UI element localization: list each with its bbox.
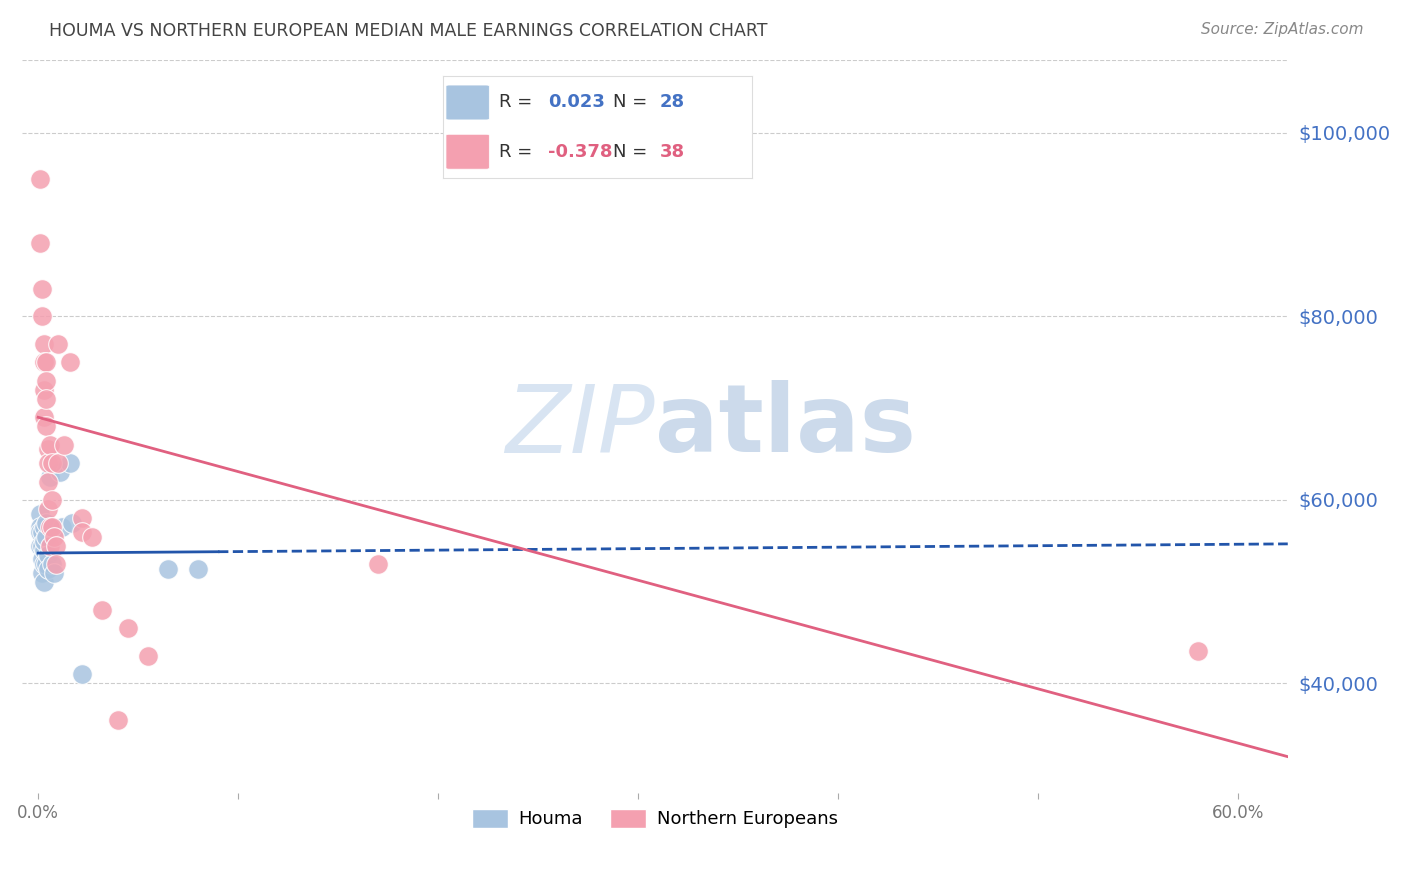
Point [51,520,73,534]
Point [46,456,69,470]
FancyBboxPatch shape [446,135,489,169]
Point [39,470,62,484]
Point [37,442,59,457]
Point [35,374,58,388]
Point [35,355,58,369]
Point [32,355,55,369]
Point [41,520,63,534]
Point [117,621,139,635]
Point [32,575,55,590]
Point [367,557,389,571]
Point [44,529,66,543]
Point [31,282,53,296]
Point [31,310,53,324]
Point [82,529,104,543]
Point [32,383,55,397]
Point [32,557,55,571]
Point [30,507,52,521]
Point [31,539,53,553]
Text: N =: N = [613,143,652,161]
Point [35,419,58,434]
Text: 0.023: 0.023 [548,94,605,112]
Text: N =: N = [613,94,652,112]
Point [37,456,59,470]
Point [32,543,55,558]
Point [37,561,59,575]
Point [157,561,180,575]
Point [46,337,69,351]
Legend: Houma, Northern Europeans: Houma, Northern Europeans [464,802,845,836]
Point [136,648,159,663]
Point [41,456,63,470]
Point [30,539,52,553]
Point [70,524,93,539]
Text: HOUMA VS NORTHERN EUROPEAN MEDIAN MALE EARNINGS CORRELATION CHART: HOUMA VS NORTHERN EUROPEAN MEDIAN MALE E… [49,22,768,40]
Point [41,557,63,571]
Point [30,520,52,534]
Point [187,561,209,575]
Point [31,552,53,566]
Point [35,529,58,543]
Point [70,511,93,525]
Point [31,566,53,581]
Point [32,410,55,425]
Point [32,337,55,351]
Text: ZIP: ZIP [505,381,655,472]
Point [39,438,62,452]
Text: atlas: atlas [655,381,915,473]
Point [30,524,52,539]
Point [37,502,59,516]
Text: -0.378: -0.378 [548,143,613,161]
Point [35,557,58,571]
Point [30,235,52,250]
Point [59,355,82,369]
Point [31,524,53,539]
Point [60,516,83,530]
Point [39,539,62,553]
Point [70,667,93,681]
Point [59,456,82,470]
Point [32,520,55,534]
Point [32,534,55,549]
Point [107,713,129,727]
Text: 38: 38 [659,143,685,161]
Point [35,516,58,530]
Text: R =: R = [499,143,537,161]
Point [44,566,66,581]
Text: Source: ZipAtlas.com: Source: ZipAtlas.com [1201,22,1364,37]
Point [45,539,67,553]
Point [49,466,72,480]
Point [39,520,62,534]
Point [91,603,114,617]
Point [1187,644,1209,658]
FancyBboxPatch shape [446,85,489,120]
Point [35,392,58,406]
Point [41,492,63,507]
Point [53,438,76,452]
Text: R =: R = [499,94,537,112]
Point [37,475,59,489]
Point [37,548,59,562]
Point [45,557,67,571]
Point [30,171,52,186]
Text: 28: 28 [659,94,685,112]
